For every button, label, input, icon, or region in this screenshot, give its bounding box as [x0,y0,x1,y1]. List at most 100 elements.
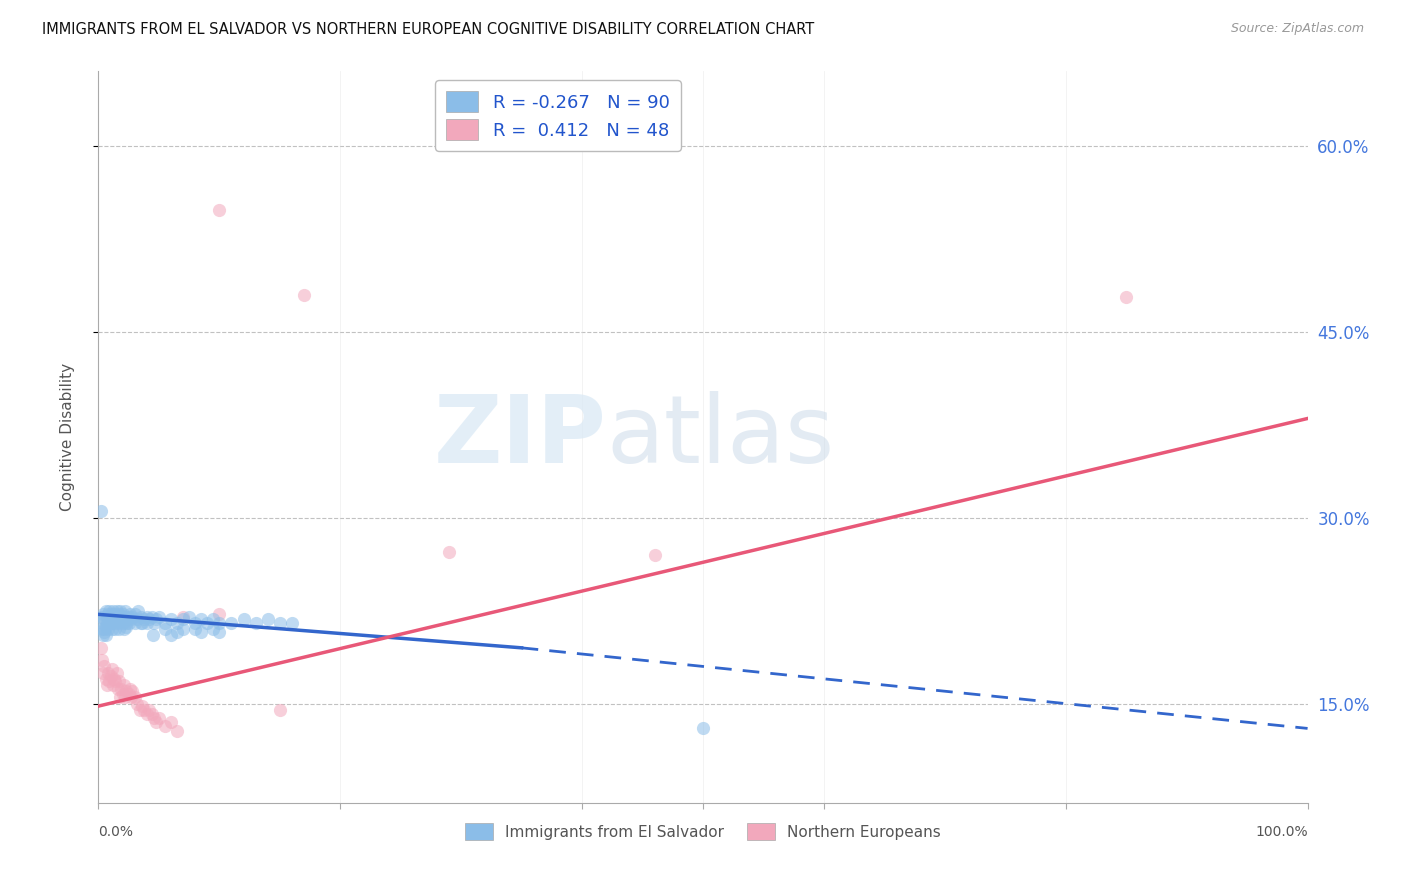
Text: ZIP: ZIP [433,391,606,483]
Point [94,620,117,634]
Point [127,604,149,618]
Point [118,615,141,630]
Point [101,678,124,692]
Point [112,678,135,692]
Point [108,674,131,689]
Point [256,612,278,626]
Point [232,612,254,626]
Text: IMMIGRANTS FROM EL SALVADOR VS NORTHERN EUROPEAN COGNITIVE DISABILITY CORRELATIO: IMMIGRANTS FROM EL SALVADOR VS NORTHERN … [42,22,814,37]
Point [101,612,124,626]
Point [127,697,149,711]
Point [97,607,120,622]
Point [127,612,149,626]
Point [138,703,160,717]
Point [135,610,157,624]
Point [195,615,218,630]
Point [110,610,132,624]
Point [108,604,131,618]
Point [269,615,291,630]
Text: Source: ZipAtlas.com: Source: ZipAtlas.com [1230,22,1364,36]
Point [98,604,121,618]
Point [100,662,122,676]
Point [292,287,315,301]
Point [281,615,304,630]
Point [118,610,141,624]
Point [153,615,176,630]
Point [269,703,291,717]
Point [172,610,194,624]
Point [124,690,146,705]
Point [134,703,156,717]
Point [96,610,118,624]
Point [172,622,194,636]
Point [93,612,115,626]
Point [108,607,131,622]
Text: 100.0%: 100.0% [1256,825,1308,838]
Point [184,615,207,630]
Point [134,612,156,626]
Point [108,690,131,705]
Point [202,612,225,626]
Point [160,612,183,626]
Point [91,622,114,636]
Point [97,622,120,636]
Point [142,628,165,642]
Point [111,615,134,630]
Point [98,612,121,626]
Point [114,610,136,624]
Point [118,687,141,701]
Point [91,665,114,680]
Point [117,612,139,626]
Point [98,674,121,689]
Point [91,615,114,630]
Point [153,622,176,636]
Point [94,604,117,618]
Point [208,203,231,218]
Point [153,719,176,733]
Point [118,681,141,696]
Point [172,612,194,626]
Text: 0.0%: 0.0% [98,825,134,838]
Point [100,615,122,630]
Point [1115,290,1137,304]
Point [104,607,127,622]
Point [131,615,153,630]
Point [221,615,243,630]
Point [160,628,183,642]
Point [108,612,131,626]
Point [93,624,115,639]
Point [100,622,122,636]
Point [91,607,114,622]
Point [114,690,136,705]
Point [103,615,125,630]
Point [100,669,122,683]
Point [692,722,714,736]
Point [138,612,160,626]
Point [112,612,135,626]
Y-axis label: Cognitive Disability: Cognitive Disability [60,363,75,511]
Point [96,615,118,630]
Point [91,653,114,667]
Point [93,659,115,673]
Point [110,681,132,696]
Point [103,672,125,686]
Point [104,622,127,636]
Point [124,607,146,622]
Point [145,612,167,626]
Point [141,610,163,624]
Point [104,674,127,689]
Point [121,610,143,624]
Point [166,615,188,630]
Point [202,622,225,636]
Point [129,610,152,624]
Point [107,615,129,630]
Point [96,678,118,692]
Point [115,684,138,698]
Point [90,610,112,624]
Point [115,615,138,630]
Point [245,615,267,630]
Point [111,687,134,701]
Point [644,548,666,562]
Point [184,622,207,636]
Point [190,612,212,626]
